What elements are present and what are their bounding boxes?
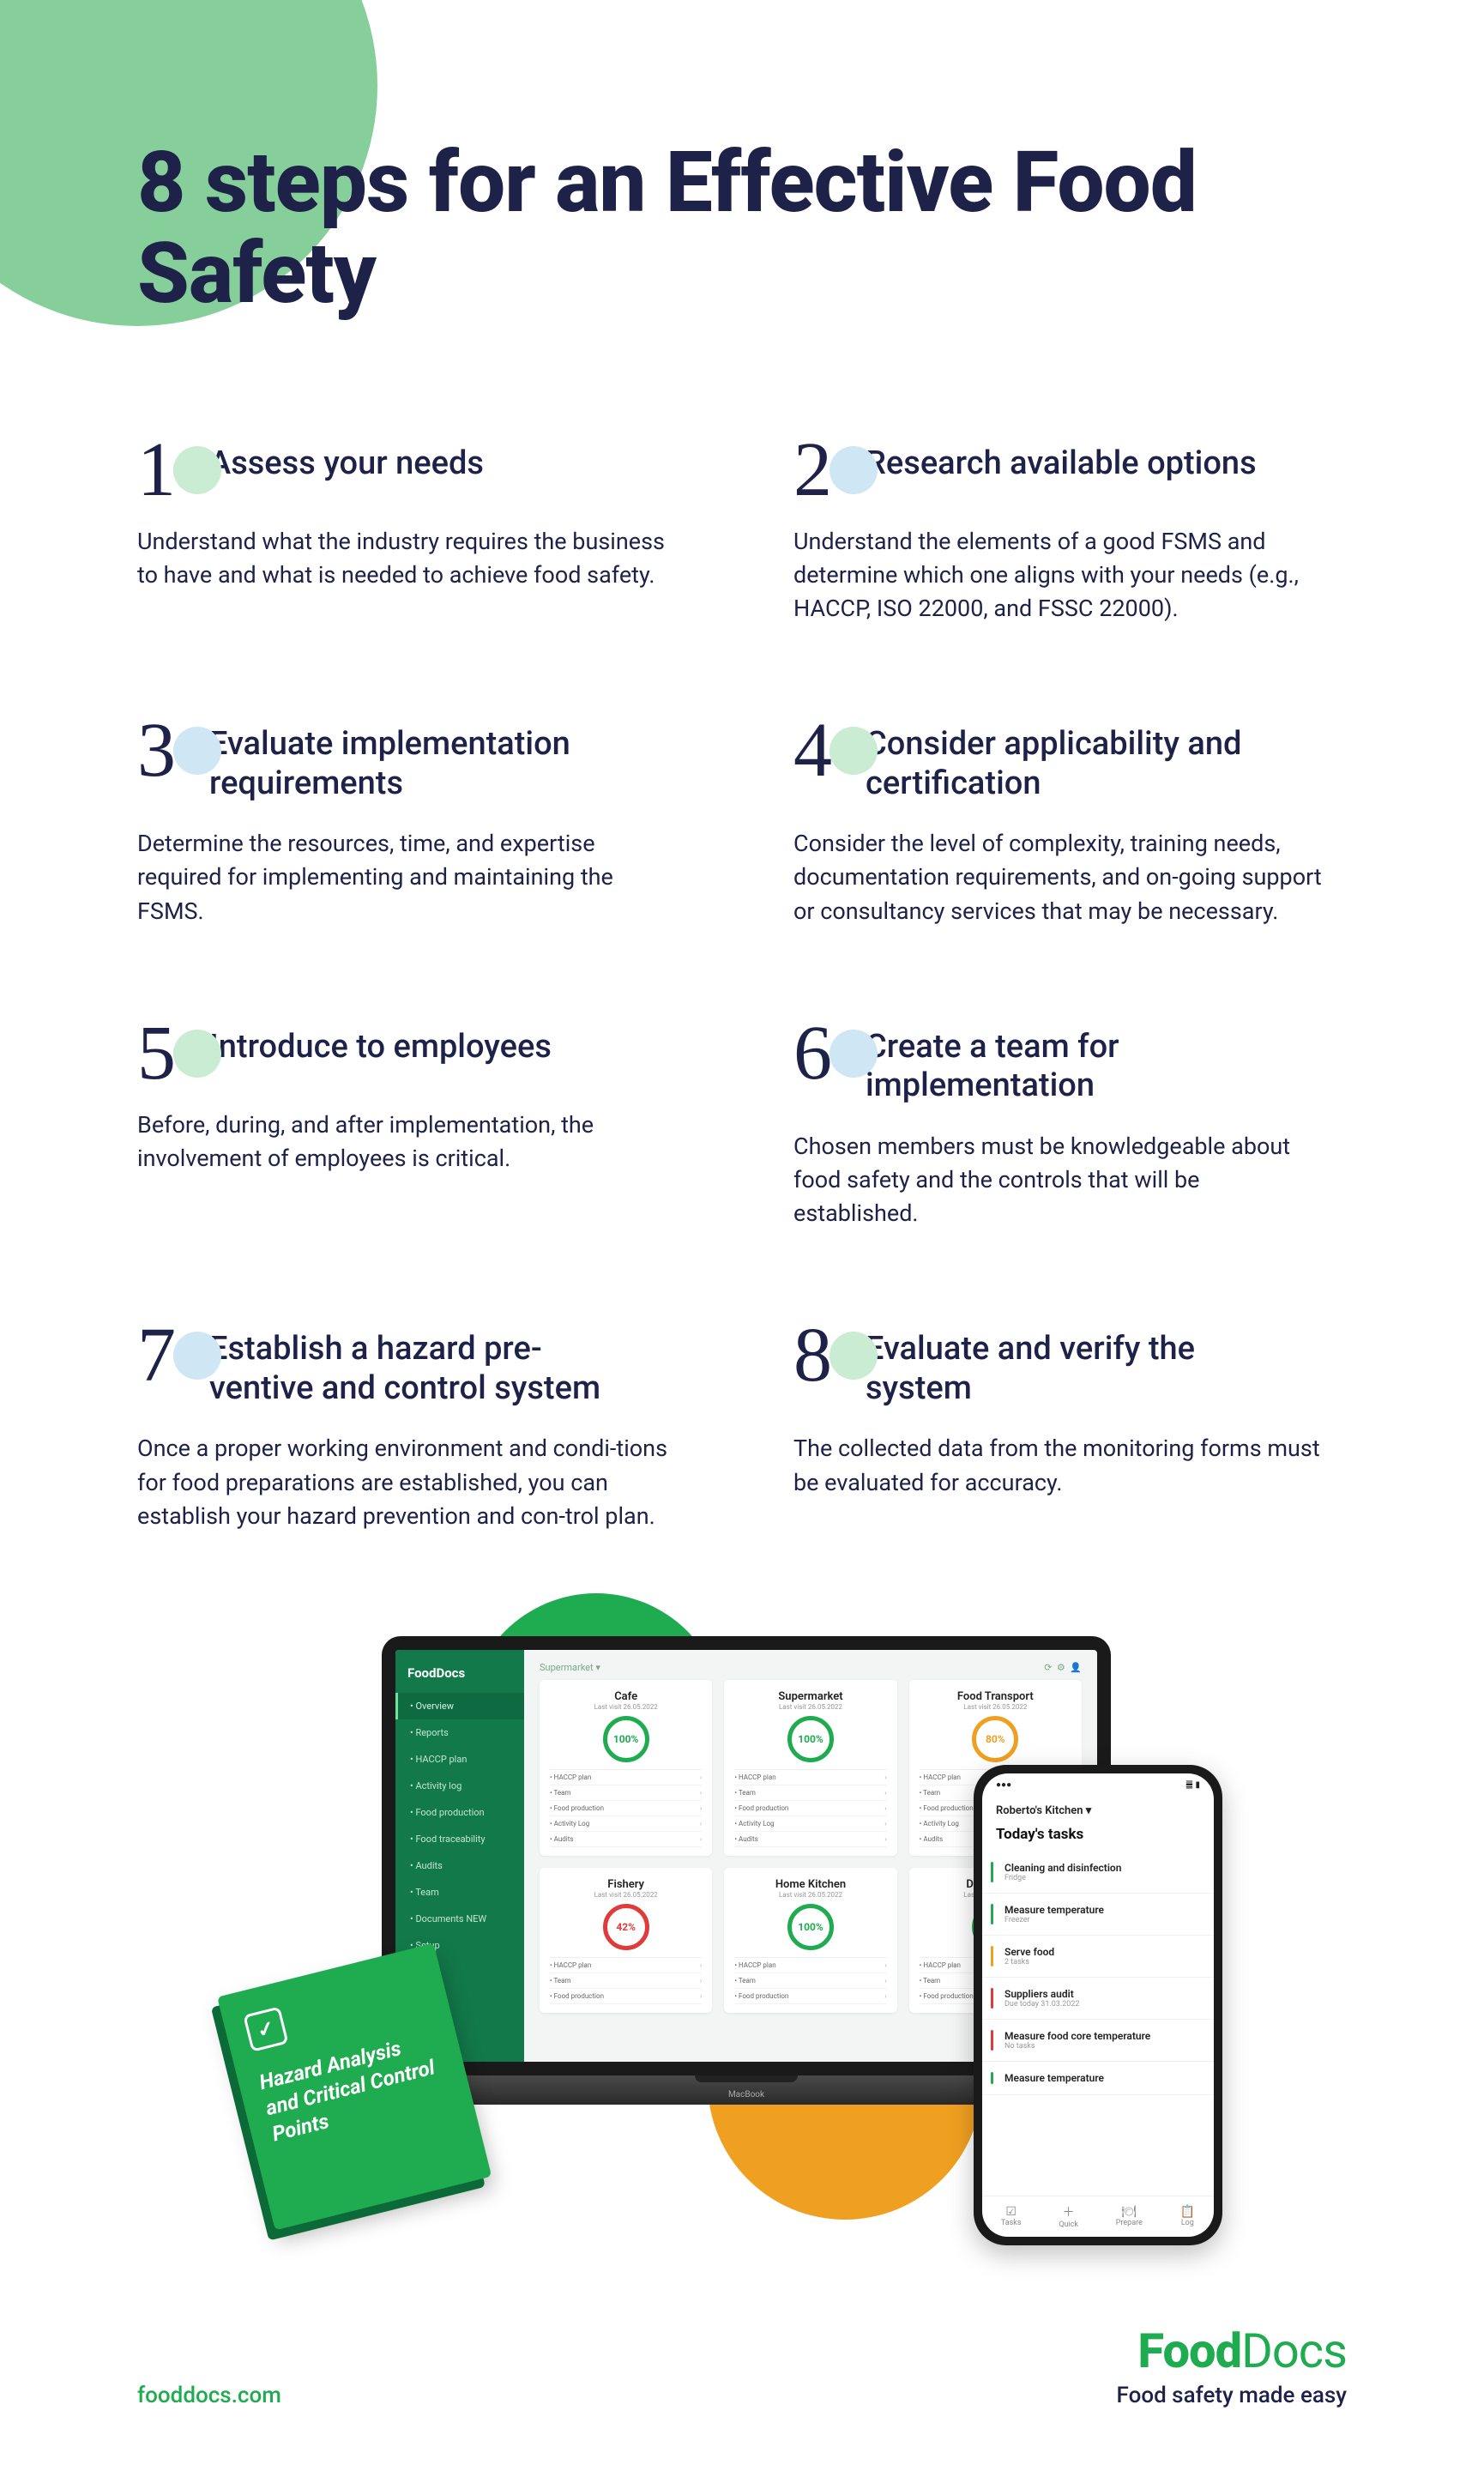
phone-task: Serve food2 tasks [982,1936,1214,1978]
step-title: Evaluate implementation requirements [209,720,604,803]
laptop-nav-item: • HACCP plan [395,1746,524,1773]
laptop-breadcrumb: Supermarket ▾ [540,1662,600,1673]
phone-tab: 🍽Prepare [1116,2205,1143,2227]
step-description: Before, during, and after implementation… [137,1109,669,1175]
phone-location: Roberto's Kitchen ▾ [996,1804,1200,1817]
book-check-icon: ✓ [243,2006,288,2051]
footer-url: fooddocs.com [137,2383,281,2408]
step-description: Consider the level of complexity, traini… [793,827,1325,927]
step-number: 6 [793,1023,855,1084]
phone-heading: Today's tasks [996,1826,1200,1843]
phone-task: Measure temperatureFreezer [982,1894,1214,1936]
phone-status-bar: ●●●䷀ ▮ [982,1773,1214,1797]
step-number: 8 [793,1325,855,1387]
step-description: Determine the resources, time, and exper… [137,827,669,927]
phone-task-list: Cleaning and disinfectionFridgeMeasure t… [982,1852,1214,2196]
dashboard-card: Home Kitchen Last visit 26.05.2022 100% … [724,1868,896,2013]
page-title: 8 steps for an Effective Food Safety [137,137,1252,319]
step-number: 3 [137,720,199,782]
laptop-nav-item: • Audits [395,1852,524,1879]
step-description: Once a proper working environment and co… [137,1432,669,1532]
step-7: 7 Establish a hazard pre-ventive and con… [137,1325,691,1533]
step-description: Understand what the industry requires th… [137,525,669,592]
phone-task: Cleaning and disinfectionFridge [982,1852,1214,1894]
laptop-base-label: MacBook [728,2090,764,2099]
step-description: The collected data from the monitoring f… [793,1432,1325,1499]
dashboard-card: Supermarket Last visit 26.05.2022 100% •… [724,1680,896,1856]
phone-tab: 📋Log [1180,2205,1195,2227]
step-description: Understand the elements of a good FSMS a… [793,525,1325,625]
step-3: 3 Evaluate implementation requirements D… [137,720,691,928]
step-title: Establish a hazard pre-ventive and contr… [209,1325,604,1408]
step-2: 2 Research available options Understand … [793,439,1347,625]
step-description: Chosen members must be knowledgeable abo… [793,1130,1325,1230]
laptop-nav-item: • Activity log [395,1773,524,1799]
step-title: Research available options [866,439,1257,484]
phone-task: Measure food core temperatureNo tasks [982,2020,1214,2062]
laptop-nav-item: • Reports [395,1719,524,1746]
step-6: 6 Create a team for implementation Chose… [793,1023,1347,1231]
phone-tabbar: ☑Tasks ＋Quick 🍽Prepare 📋Log [982,2196,1214,2237]
step-number: 7 [137,1325,199,1387]
step-title: Create a team for implementation [866,1023,1260,1106]
step-4: 4 Consider applicability and certificati… [793,720,1347,928]
phone-task: Measure temperature [982,2062,1214,2095]
step-number: 1 [137,439,199,501]
footer-logo: FoodDocs [1117,2323,1347,2379]
step-number: 2 [793,439,855,501]
step-title: Assess your needs [209,439,484,484]
step-8: 8 Evaluate and verify the system The col… [793,1325,1347,1533]
step-5: 5 Introduce to employees Before, during,… [137,1023,691,1231]
step-title: Evaluate and verify the system [866,1325,1260,1408]
laptop-nav-item: • Food traceability [395,1826,524,1852]
laptop-nav-item: • Documents NEW [395,1906,524,1932]
step-title: Consider applicability and certification [866,720,1260,803]
laptop-nav-item: • Team [395,1879,524,1906]
laptop-top-icons: ⟳ ⚙ 👤 [1044,1662,1082,1673]
phone-tab: ☑Tasks [1001,2205,1022,2227]
laptop-nav-item: • Overview [395,1693,524,1719]
laptop-nav-item: • Food production [395,1799,524,1826]
laptop-brand: FoodDocs [395,1660,524,1693]
steps-grid: 1 Assess your needs Understand what the … [137,439,1347,1533]
footer-tagline: Food safety made easy [1117,2383,1347,2408]
product-mockup: FoodDocs • Overview• Reports• HACCP plan… [227,1602,1257,2254]
step-title: Introduce to employees [209,1023,552,1067]
book-title: Hazard Analysis and Critical Control Poi… [256,2027,452,2148]
step-number: 4 [793,720,855,782]
step-number: 5 [137,1023,199,1084]
dashboard-card: Cafe Last visit 26.05.2022 100% • HACCP … [540,1680,712,1856]
phone-tab: ＋Quick [1059,2203,1078,2229]
step-1: 1 Assess your needs Understand what the … [137,439,691,625]
phone-task: Suppliers auditDue today 31.03.2022 [982,1978,1214,2020]
phone-mockup: ●●●䷀ ▮ Roberto's Kitchen ▾ Today's tasks… [974,1765,1222,2245]
footer: fooddocs.com FoodDocs Food safety made e… [0,2323,1484,2477]
dashboard-card: Fishery Last visit 26.05.2022 42% • HACC… [540,1868,712,2013]
